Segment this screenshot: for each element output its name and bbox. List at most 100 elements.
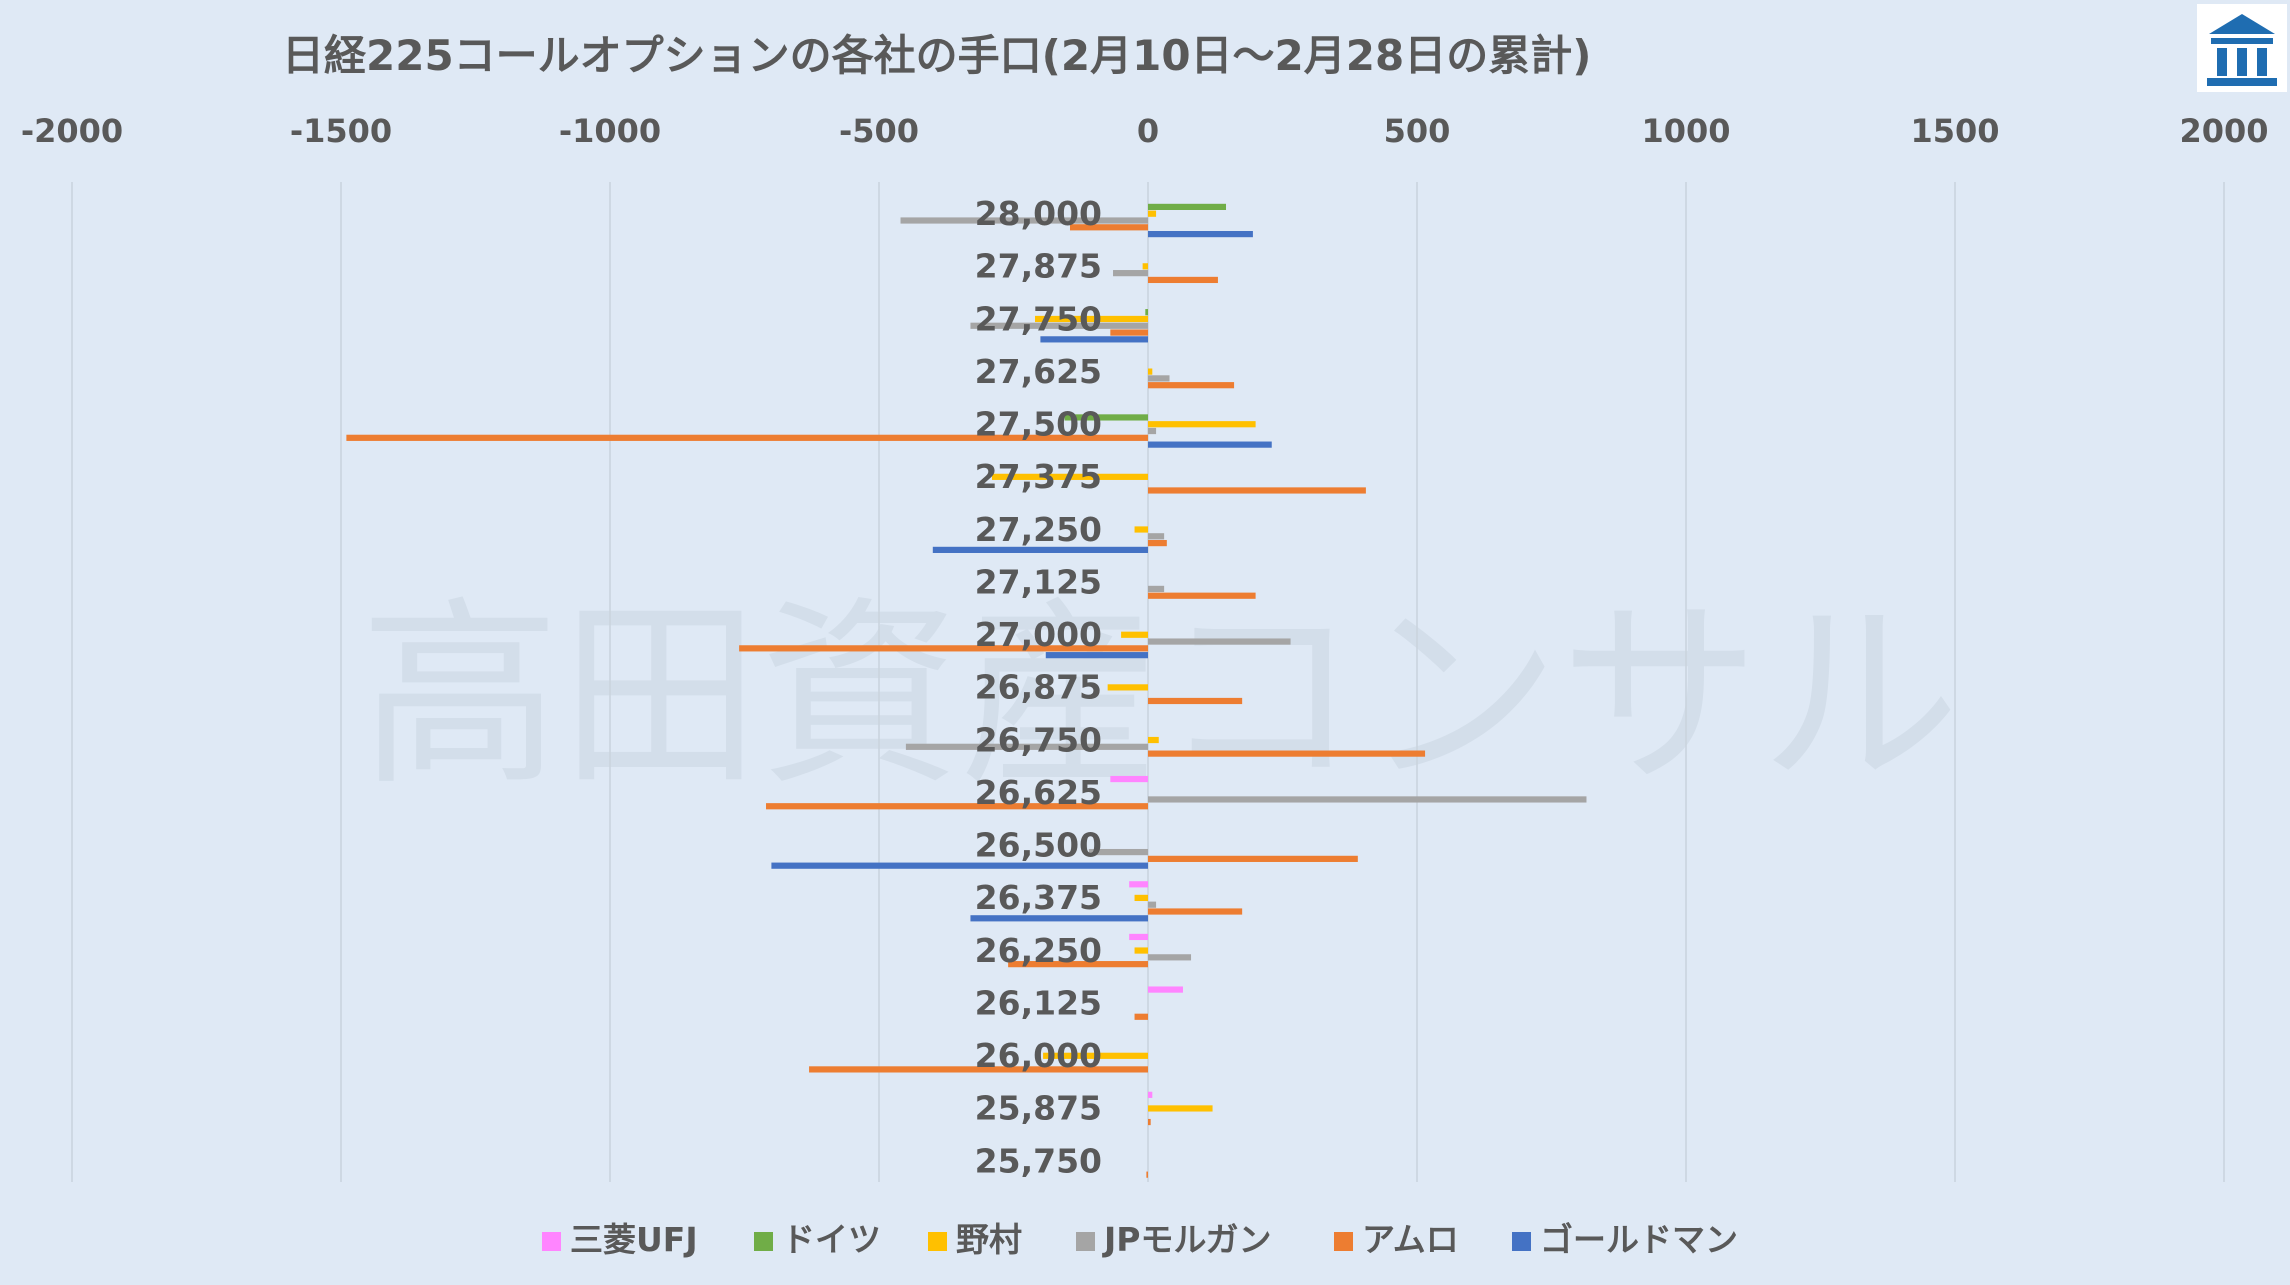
bar [346,434,1148,441]
category-label: 27,375 [975,457,1102,496]
bar [1134,947,1148,954]
x-tick-label: -1500 [290,112,392,150]
bar [900,217,1148,224]
bar [932,546,1148,553]
legend-label: JPモルガン [1102,1220,1271,1259]
bar [1148,203,1227,210]
bar [1148,1091,1153,1098]
bar [1148,375,1170,382]
chart-title: 日経225コールオプションの各社の手口(2月10日～2月28日の累計) [282,31,1591,80]
bar [1148,231,1253,238]
category-label: 27,250 [975,510,1102,549]
bar [1040,336,1148,343]
gridlines [71,182,2225,1182]
legend-label: アムロ [1362,1220,1459,1259]
x-axis-ticks: -2000 -1500 -1000 -500 0 500 1000 1500 2000 [21,112,2269,150]
bar [1148,585,1165,593]
bar [1121,631,1148,638]
bar [1148,368,1153,375]
bar [1148,736,1159,744]
category-label: 25,875 [975,1089,1102,1128]
bar [1148,592,1256,599]
bar [739,645,1148,652]
bar [1148,901,1157,908]
x-tick-label: 1500 [1910,112,1999,150]
bar [1064,414,1148,421]
bar [1113,270,1148,277]
bar [1148,487,1366,494]
legend-swatch [928,1232,947,1251]
bar [1145,309,1148,316]
bar [1110,775,1148,783]
legend: 三菱UFJ ドイツ 野村 JPモルガン アムロ ゴールドマン [542,1220,1738,1259]
bar [1148,697,1243,705]
bar [1129,933,1148,941]
x-tick-label: 500 [1384,112,1451,150]
bar [1148,441,1272,448]
bar [1134,1013,1148,1020]
legend-swatch [1076,1232,1095,1251]
category-label: 26,125 [975,983,1102,1022]
bar [970,915,1148,922]
bars [346,203,1587,1178]
legend-swatch [754,1232,773,1251]
bar [1148,382,1235,389]
bar [1045,652,1148,659]
bar [1043,1052,1148,1059]
x-tick-label: -1000 [559,112,661,150]
category-label: 27,625 [975,352,1102,391]
bar [1148,539,1167,547]
bar [905,743,1148,750]
bar [1148,638,1291,645]
bar [1134,526,1148,533]
bar [1148,986,1183,993]
bar [1148,954,1192,961]
bar [1142,263,1148,270]
category-label: 25,750 [975,1141,1102,1180]
bar [970,322,1148,329]
bar [1148,796,1587,803]
category-label: 26,000 [975,1036,1102,1075]
category-label: 26,875 [975,668,1102,707]
x-tick-label: 0 [1137,112,1159,150]
bar [1148,855,1358,862]
x-tick-label: -2000 [21,112,123,150]
bar [991,473,1148,480]
bar [1088,848,1148,856]
x-tick-label: -500 [839,112,919,150]
bar [1129,881,1148,888]
category-label: 26,500 [975,826,1102,865]
category-labels: 28,000 27,875 27,750 27,625 27,500 27,375 27,2… [975,194,1102,1180]
bar [1069,224,1148,231]
bar [1148,1105,1213,1112]
bar [1148,427,1157,435]
category-label: 27,500 [975,405,1102,444]
category-label: 27,875 [975,247,1102,286]
category-label: 27,000 [975,615,1102,654]
legend-label: ドイツ [782,1220,881,1259]
category-label: 26,625 [975,773,1102,812]
bar [1134,894,1148,902]
bar [1148,210,1157,217]
legend-label: ゴールドマン [1540,1220,1738,1259]
bar [1148,421,1256,428]
bar [766,803,1148,810]
bar [1110,329,1148,336]
category-label: 27,125 [975,562,1102,601]
bar [1148,750,1426,757]
bar [1107,684,1148,691]
legend-label: 三菱UFJ [570,1220,698,1259]
category-label: 26,250 [975,931,1102,970]
bar [1148,533,1165,540]
bar [1148,276,1218,284]
bar [771,862,1148,869]
category-label: 27,750 [975,299,1102,338]
legend-swatch [542,1232,561,1251]
bar [809,1066,1148,1073]
logo-icon [2197,4,2287,92]
bar [1146,1171,1148,1178]
bar [1035,315,1148,323]
legend-swatch [1512,1232,1531,1251]
watermark: 高田資産コンサル [360,580,1960,813]
